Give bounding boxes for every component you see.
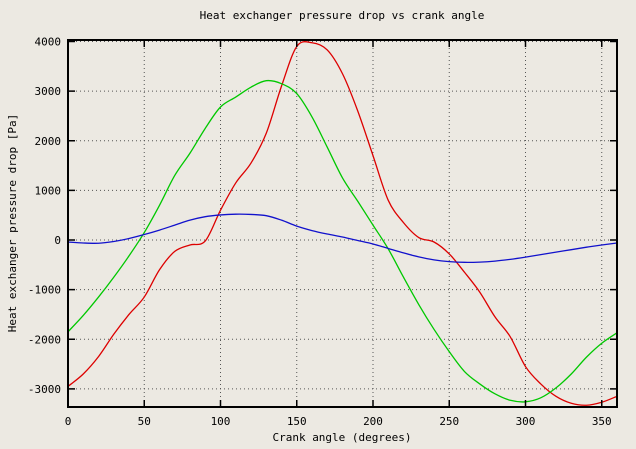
y-tick-label: -3000 bbox=[28, 383, 61, 396]
y-tick-label: 1000 bbox=[35, 184, 62, 197]
y-tick-label: 2000 bbox=[35, 135, 62, 148]
chart-title: Heat exchanger pressure drop vs crank an… bbox=[200, 9, 485, 22]
x-tick-label: 250 bbox=[439, 415, 459, 428]
plot-frame bbox=[67, 39, 618, 408]
axis-ticks bbox=[67, 40, 617, 407]
x-axis-label: Crank angle (degrees) bbox=[272, 431, 411, 444]
curves bbox=[68, 41, 617, 406]
series-blue-curve bbox=[68, 213, 617, 264]
x-tick-label: 200 bbox=[363, 415, 383, 428]
series-green-curve bbox=[68, 79, 617, 403]
x-tick-label: 100 bbox=[211, 415, 231, 428]
y-tick-label: 0 bbox=[54, 234, 61, 247]
x-tick-label: 350 bbox=[592, 415, 612, 428]
x-tick-label: 300 bbox=[516, 415, 536, 428]
grid-lines bbox=[67, 40, 617, 407]
y-axis-label: Heat exchanger pressure drop [Pa] bbox=[6, 114, 19, 333]
y-tick-label: -1000 bbox=[28, 284, 61, 297]
x-tick-label: 50 bbox=[138, 415, 151, 428]
y-tick-label: -2000 bbox=[28, 333, 61, 346]
y-tick-label: 3000 bbox=[35, 85, 62, 98]
x-tick-label: 0 bbox=[65, 415, 72, 428]
x-tick-label: 150 bbox=[287, 415, 307, 428]
series-red-curve bbox=[68, 41, 617, 406]
y-tick-label: 4000 bbox=[35, 35, 62, 48]
tick-labels: 0 50 100 150 200 250 300 350 -3000 -2000 -1000 0 100… bbox=[28, 35, 612, 428]
